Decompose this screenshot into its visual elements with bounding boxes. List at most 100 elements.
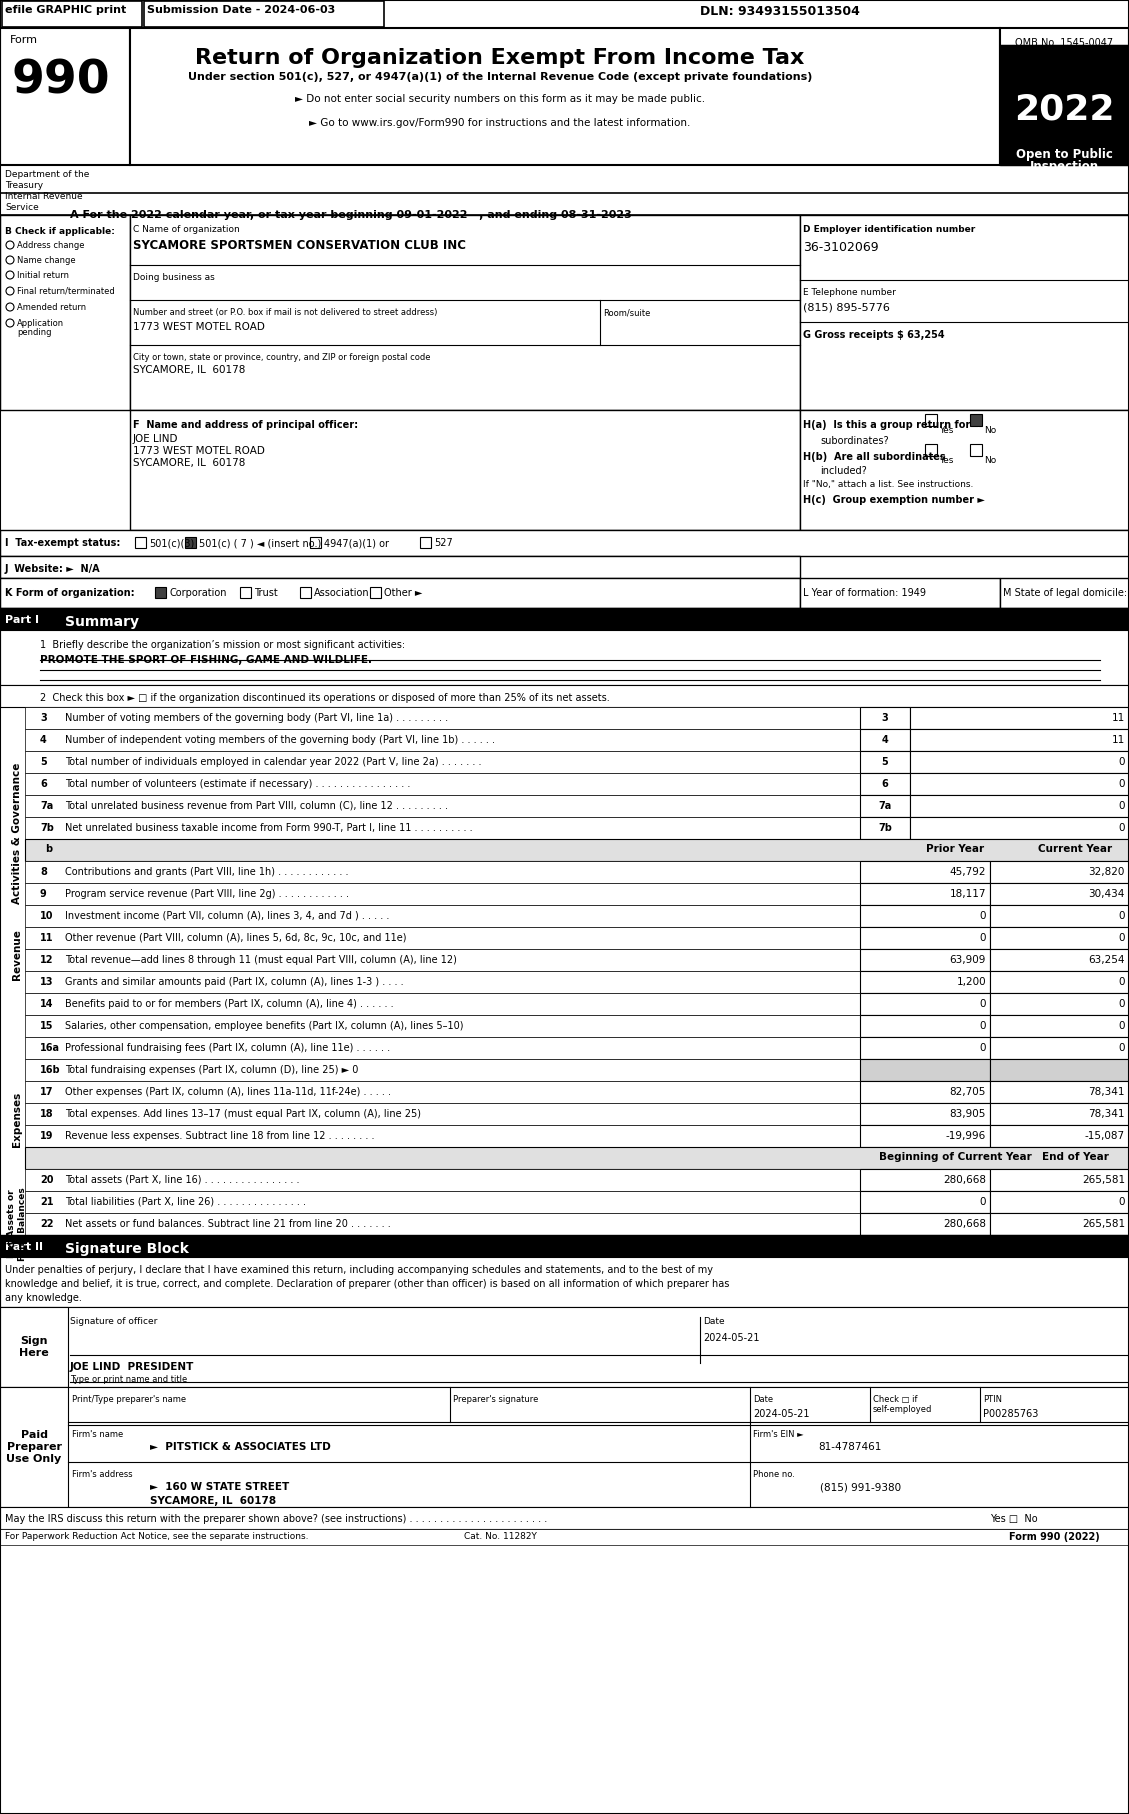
Text: Trust: Trust	[254, 588, 278, 599]
Bar	[910, 707, 1129, 729]
Text: 9: 9	[40, 889, 46, 900]
Text: 0: 0	[980, 1000, 986, 1009]
Text: Association: Association	[314, 588, 369, 599]
Text: 81-4787461: 81-4787461	[819, 1442, 882, 1451]
Text: 63,254: 63,254	[1088, 954, 1124, 965]
Text: H(b)  Are all subordinates: H(b) Are all subordinates	[803, 452, 946, 463]
Bar	[25, 883, 1129, 905]
Bar	[910, 729, 1129, 751]
Text: Total expenses. Add lines 13–17 (must equal Part IX, column (A), line 25): Total expenses. Add lines 13–17 (must eq…	[65, 1108, 421, 1119]
Text: Name change: Name change	[17, 256, 76, 265]
Bar	[25, 840, 1129, 862]
Bar	[25, 1016, 1129, 1038]
Text: Salaries, other compensation, employee benefits (Part IX, column (A), lines 5–10: Salaries, other compensation, employee b…	[65, 1021, 464, 1030]
Text: 0: 0	[1119, 1197, 1124, 1206]
Text: 0: 0	[1119, 911, 1124, 922]
Text: 1773 WEST MOTEL ROAD: 1773 WEST MOTEL ROAD	[133, 323, 265, 332]
Text: Amended return: Amended return	[17, 303, 86, 312]
Text: ✓: ✓	[156, 599, 164, 608]
Text: 11: 11	[40, 932, 53, 943]
Bar	[860, 816, 910, 840]
Text: Open to Public: Open to Public	[1016, 149, 1112, 161]
Text: pending: pending	[17, 328, 52, 337]
Bar	[970, 444, 982, 455]
Bar	[240, 588, 251, 599]
Text: Summary: Summary	[65, 615, 139, 629]
Bar	[860, 1103, 990, 1125]
Text: ✓: ✓	[186, 548, 194, 559]
Text: 501(c)(3): 501(c)(3)	[149, 539, 194, 548]
Text: 78,341: 78,341	[1088, 1108, 1124, 1119]
Bar	[970, 414, 982, 426]
Bar	[990, 883, 1129, 905]
Text: SYCAMORE, IL  60178: SYCAMORE, IL 60178	[150, 1497, 277, 1506]
Text: Firm's address: Firm's address	[72, 1469, 132, 1478]
Text: 19: 19	[40, 1130, 53, 1141]
Bar	[990, 970, 1129, 992]
Text: Professional fundraising fees (Part IX, column (A), line 11e) . . . . . .: Professional fundraising fees (Part IX, …	[65, 1043, 391, 1052]
Text: 1,200: 1,200	[956, 978, 986, 987]
Text: Beginning of Current Year: Beginning of Current Year	[878, 1152, 1032, 1163]
Bar	[910, 816, 1129, 840]
Text: Other expenses (Part IX, column (A), lines 11a-11d, 11f-24e) . . . . .: Other expenses (Part IX, column (A), lin…	[65, 1087, 391, 1097]
Bar	[25, 1125, 1129, 1146]
Text: Number and street (or P.O. box if mail is not delivered to street address): Number and street (or P.O. box if mail i…	[133, 308, 437, 317]
Bar	[25, 751, 1129, 773]
Text: Investment income (Part VII, column (A), lines 3, 4, and 7d ) . . . . .: Investment income (Part VII, column (A),…	[65, 911, 390, 922]
Text: 280,668: 280,668	[943, 1175, 986, 1185]
Bar	[25, 1146, 1129, 1168]
Text: -15,087: -15,087	[1085, 1130, 1124, 1141]
Bar	[0, 686, 1129, 707]
Text: 18: 18	[40, 1108, 53, 1119]
Text: 2  Check this box ► □ if the organization discontinued its operations or dispose: 2 Check this box ► □ if the organization…	[40, 693, 610, 704]
Text: 0: 0	[1119, 778, 1124, 789]
Bar	[800, 216, 1129, 410]
Bar	[860, 1081, 990, 1103]
Text: 11: 11	[1112, 735, 1124, 746]
Text: knowledge and belief, it is true, correct, and complete. Declaration of preparer: knowledge and belief, it is true, correc…	[5, 1279, 729, 1290]
Text: Total revenue—add lines 8 through 11 (must equal Part VIII, column (A), line 12): Total revenue—add lines 8 through 11 (mu…	[65, 954, 457, 965]
Text: Initial return: Initial return	[17, 270, 69, 279]
Text: 0: 0	[1119, 932, 1124, 943]
Text: 12: 12	[40, 954, 53, 965]
Bar	[990, 862, 1129, 883]
Bar	[135, 537, 146, 548]
Text: ►  160 W STATE STREET: ► 160 W STATE STREET	[150, 1482, 289, 1491]
Text: Total fundraising expenses (Part IX, column (D), line 25) ► 0: Total fundraising expenses (Part IX, col…	[65, 1065, 358, 1076]
Text: (815) 895-5776: (815) 895-5776	[803, 303, 890, 314]
Bar	[990, 1016, 1129, 1038]
Text: 13: 13	[40, 978, 53, 987]
Text: Number of independent voting members of the governing body (Part VI, line 1b) . : Number of independent voting members of …	[65, 735, 495, 746]
Bar	[25, 1081, 1129, 1103]
Bar	[1000, 579, 1129, 608]
Bar	[0, 608, 1129, 629]
Bar	[130, 216, 800, 410]
Text: Grants and similar amounts paid (Part IX, column (A), lines 1-3 ) . . . .: Grants and similar amounts paid (Part IX…	[65, 978, 404, 987]
Text: Firm's EIN ►: Firm's EIN ►	[753, 1429, 804, 1439]
Bar	[25, 1214, 1129, 1235]
Text: 30,434: 30,434	[1088, 889, 1124, 900]
Bar	[990, 1125, 1129, 1146]
Text: Application: Application	[17, 319, 64, 328]
Text: 17: 17	[40, 1087, 53, 1097]
Text: City or town, state or province, country, and ZIP or foreign postal code: City or town, state or province, country…	[133, 354, 430, 363]
Bar	[25, 707, 1129, 729]
Bar	[860, 1016, 990, 1038]
Bar	[145, 2, 384, 27]
Bar	[25, 1103, 1129, 1125]
Text: Net assets or fund balances. Subtract line 21 from line 20 . . . . . . .: Net assets or fund balances. Subtract li…	[65, 1219, 391, 1230]
Text: End of Year: End of Year	[1042, 1152, 1109, 1163]
Text: Return of Organization Exempt From Income Tax: Return of Organization Exempt From Incom…	[195, 47, 805, 67]
Bar	[990, 992, 1129, 1016]
Bar	[0, 1235, 1129, 1257]
Bar	[990, 1038, 1129, 1059]
Bar	[0, 0, 1129, 27]
Bar	[800, 579, 1000, 608]
Bar	[130, 27, 1000, 165]
Text: ►  PITSTICK & ASSOCIATES LTD: ► PITSTICK & ASSOCIATES LTD	[150, 1442, 331, 1451]
Bar	[860, 1125, 990, 1146]
Text: Total assets (Part X, line 16) . . . . . . . . . . . . . . . .: Total assets (Part X, line 16) . . . . .…	[65, 1175, 299, 1185]
Bar	[25, 1038, 1129, 1059]
Bar	[860, 862, 990, 883]
Text: No: No	[984, 455, 996, 464]
